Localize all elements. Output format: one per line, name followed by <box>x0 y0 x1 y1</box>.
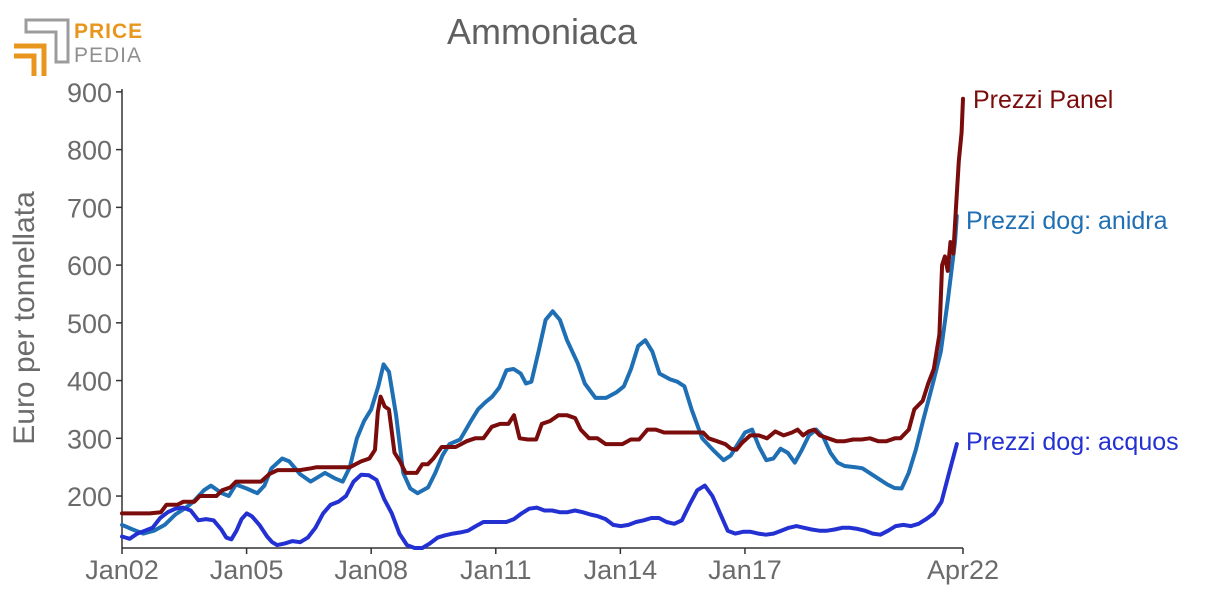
x-tick-label: Jan14 <box>584 555 658 585</box>
series-label-anidra: Prezzi dog: anidra <box>966 207 1168 235</box>
y-tick-label: 900 <box>67 78 112 108</box>
x-tick-label: Jan11 <box>460 555 532 585</box>
logo-text-price: PRICE <box>74 20 143 43</box>
y-axis-ticks: 200 300 400 500 600 700 800 900 <box>67 78 122 512</box>
series-line-prezzi-dog-anidra <box>120 214 959 536</box>
series-lines <box>120 96 965 550</box>
y-tick-label: 800 <box>67 136 112 166</box>
y-tick-label: 700 <box>67 193 112 223</box>
series-label-acquos: Prezzi dog: acquos <box>966 428 1179 456</box>
y-tick-label: 600 <box>67 251 112 281</box>
series-line-prezzi-panel <box>120 96 965 516</box>
x-axis-ticks: Jan02 Jan05 Jan08 Jan11 Jan14 Jan17 Apr22 <box>85 548 999 585</box>
y-tick-label: 200 <box>67 482 112 512</box>
x-tick-label: Jan08 <box>334 555 408 585</box>
y-tick-label: 400 <box>67 367 112 397</box>
chart-title: Ammoniaca <box>447 11 638 52</box>
pricepedia-logo: PRICE PEDIA <box>14 18 143 76</box>
y-tick-label: 500 <box>67 309 112 339</box>
x-tick-label: Jan17 <box>708 555 782 585</box>
y-axis-title: Euro per tonnellata <box>8 191 41 445</box>
logo-text-pedia: PEDIA <box>74 44 142 67</box>
series-line-prezzi-dog-acquos <box>120 442 959 550</box>
series-label-prezzi-panel: Prezzi Panel <box>973 86 1113 114</box>
y-tick-label: 300 <box>67 424 112 454</box>
x-tick-label: Jan02 <box>85 555 159 585</box>
logo-mark-gray <box>24 18 70 64</box>
x-tick-label: Apr22 <box>927 555 999 585</box>
x-tick-label: Jan05 <box>210 555 284 585</box>
logo-mark-orange <box>14 43 47 76</box>
